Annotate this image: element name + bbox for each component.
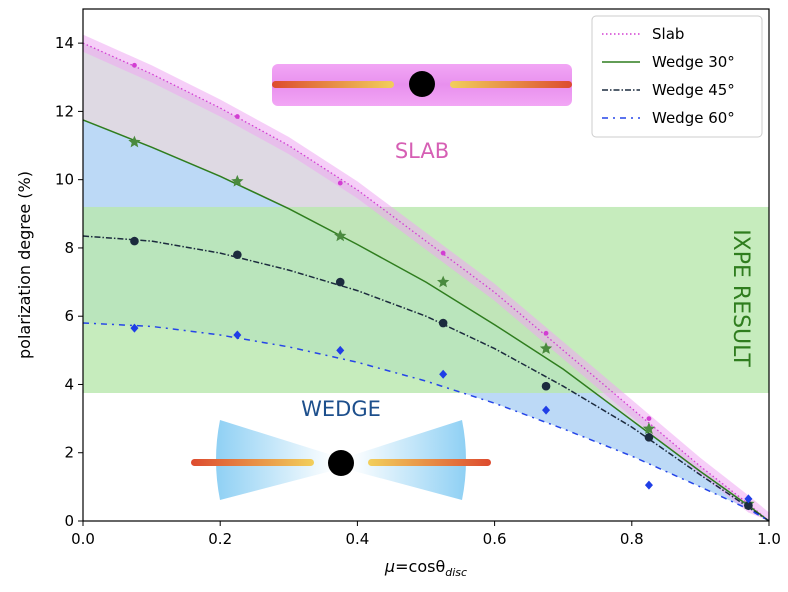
x-axis-label-eq: =cosθ <box>395 557 445 576</box>
wedge-illustration <box>191 420 491 500</box>
data-point-wedge30-3 <box>437 275 450 288</box>
x-tick-label-4: 0.8 <box>620 530 644 548</box>
data-point-wedge60-4 <box>542 405 551 415</box>
x-axis-label: μ=cosθdisc <box>384 557 467 579</box>
legend-label-wedge30: Wedge 30° <box>652 53 735 71</box>
data-point-slab-4 <box>543 330 549 336</box>
wedge-black-hole <box>328 450 354 476</box>
wedge-disc-left <box>191 459 314 466</box>
series-line-slab <box>83 42 769 521</box>
data-point-wedge60-3 <box>439 369 448 379</box>
data-point-wedge30-1 <box>231 174 244 187</box>
legend-label-wedge45: Wedge 45° <box>652 81 735 99</box>
x-tick-label-5: 1.0 <box>757 530 781 548</box>
data-point-wedge30-0 <box>128 135 141 148</box>
data-point-wedge45-5 <box>644 433 654 442</box>
data-point-wedge30-5 <box>642 422 656 435</box>
x-tick-label-0: 0.0 <box>71 530 95 548</box>
legend-label-wedge60: Wedge 60° <box>652 109 735 127</box>
data-point-wedge45-6 <box>744 501 753 510</box>
data-point-wedge60-1 <box>233 330 242 340</box>
y-tick-label-5: 10 <box>55 171 74 189</box>
slab-black-hole <box>409 71 435 97</box>
data-point-wedge60-2 <box>336 345 345 355</box>
data-point-wedge45-1 <box>233 250 242 260</box>
y-tick-label-1: 2 <box>64 444 74 462</box>
legend-label-slab: Slab <box>652 25 684 43</box>
data-point-slab-2 <box>337 180 343 186</box>
x-tick-label-3: 0.6 <box>483 530 507 548</box>
data-point-wedge60-5 <box>644 480 653 490</box>
data-point-slab-3 <box>440 250 446 256</box>
data-point-wedge60-0 <box>130 323 139 333</box>
data-point-wedge60-6 <box>744 494 753 504</box>
data-point-wedge30-4 <box>539 342 553 354</box>
legend: Slab Wedge 30° Wedge 45° Wedge 60° <box>591 15 763 138</box>
x-axis-label-sub: disc <box>445 566 467 579</box>
data-point-slab-0 <box>132 62 137 68</box>
y-tick-label-0: 0 <box>64 512 74 530</box>
y-axis-label: polarization degree (%) <box>15 171 34 359</box>
wedge-disc-right <box>368 459 491 466</box>
slab-disc-right <box>450 81 572 88</box>
x-tick-label-2: 0.4 <box>345 530 369 548</box>
data-point-wedge45-0 <box>130 236 139 246</box>
y-tick-label-7: 14 <box>55 34 74 52</box>
plot-frame <box>82 8 770 522</box>
slab-disc-left <box>272 81 394 88</box>
y-tick-label-3: 6 <box>64 307 74 325</box>
ixpe-result-label: IXPE RESULT <box>728 229 753 367</box>
data-point-slab-5 <box>646 416 652 421</box>
x-tick-label-1: 0.2 <box>208 530 232 548</box>
data-point-wedge45-4 <box>541 381 551 391</box>
y-tick-label-6: 12 <box>55 102 74 120</box>
slab-annotation: SLAB <box>395 139 449 163</box>
y-tick-label-2: 4 <box>64 375 74 393</box>
series-line-wedge60 <box>83 322 769 521</box>
data-point-wedge45-3 <box>438 318 448 328</box>
data-point-slab-1 <box>234 114 240 119</box>
data-point-wedge30-2 <box>334 229 347 242</box>
legend-box <box>591 15 763 138</box>
series-line-wedge30 <box>83 119 769 521</box>
data-point-wedge45-2 <box>335 277 345 287</box>
series-line-wedge45 <box>83 235 769 521</box>
x-axis-label-mu: μ <box>384 557 395 576</box>
y-tick-label-4: 8 <box>64 239 74 257</box>
slab-illustration <box>272 64 572 106</box>
wedge-annotation: WEDGE <box>301 397 381 421</box>
